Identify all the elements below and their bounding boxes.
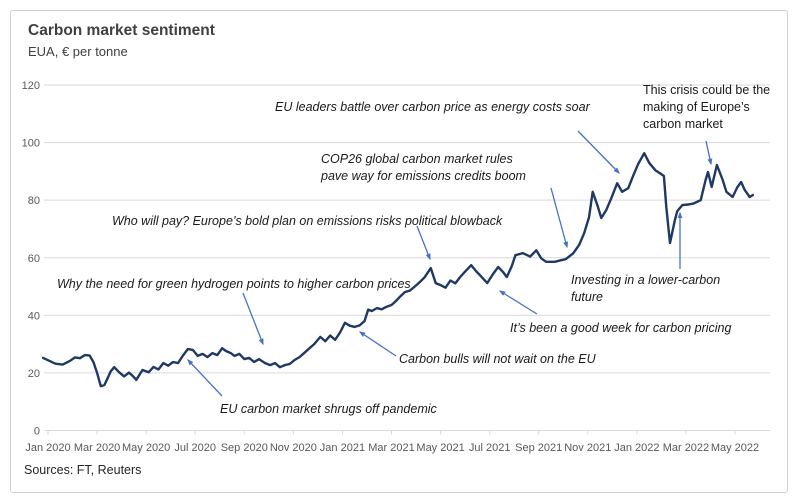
- x-tick-label: Sep 2020: [221, 442, 268, 454]
- y-tick-label: 40: [28, 310, 40, 322]
- x-tick-label: Jan 2021: [320, 442, 365, 454]
- x-tick-label: Nov 2021: [564, 442, 611, 454]
- x-tick-label: Jan 2020: [25, 442, 70, 454]
- chart-title: Carbon market sentiment: [28, 22, 215, 39]
- annotation-arrow-carbon-bulls: [358, 331, 397, 357]
- price-line: [41, 151, 755, 388]
- x-tick-label: Mar 2021: [368, 442, 414, 454]
- x-tick-label: Jan 2022: [614, 442, 659, 454]
- x-tick-label: Mar 2020: [74, 442, 120, 454]
- y-tick-label: 60: [28, 253, 40, 265]
- x-tick-label: May 2021: [416, 442, 464, 454]
- x-tick-label: May 2020: [122, 442, 170, 454]
- x-tick-label: Mar 2022: [663, 442, 709, 454]
- axes: 0 20 40 60 80 100 120 Jan 2020 Mar 2020 May 2020 J…: [22, 80, 760, 454]
- y-tick-label: 80: [28, 195, 40, 207]
- y-tick-label: 0: [34, 426, 40, 438]
- annotation-arrow-who-will-pay: [416, 225, 431, 261]
- x-tick-label: Sep 2021: [515, 442, 562, 454]
- y-tick-label: 120: [22, 80, 40, 92]
- y-tick-label: 20: [28, 368, 40, 380]
- annotation-arrow-cop26: [550, 187, 569, 249]
- annotation-arrow-good-week: [498, 290, 538, 315]
- annotation-arrows: [187, 130, 713, 397]
- chart-subtitle: EUA, € per tonne: [28, 44, 128, 59]
- annotation-arrow-eu-shrugs: [187, 359, 223, 397]
- x-tick-label: May 2022: [711, 442, 759, 454]
- gridlines: [44, 84, 770, 431]
- x-tick-label: Jul 2021: [469, 442, 511, 454]
- sources-note: Sources: FT, Reuters: [24, 463, 142, 477]
- annotation-arrow-this-crisis: [705, 140, 713, 166]
- y-tick-label: 100: [22, 138, 40, 150]
- x-tick-label: Jul 2020: [174, 442, 216, 454]
- chart-frame-border: [10, 10, 788, 493]
- price-line-layer: [41, 151, 755, 388]
- x-tick-label: Nov 2020: [270, 442, 317, 454]
- annotation-arrow-why-need: [242, 292, 264, 346]
- annotation-arrow-eu-leaders: [577, 130, 620, 174]
